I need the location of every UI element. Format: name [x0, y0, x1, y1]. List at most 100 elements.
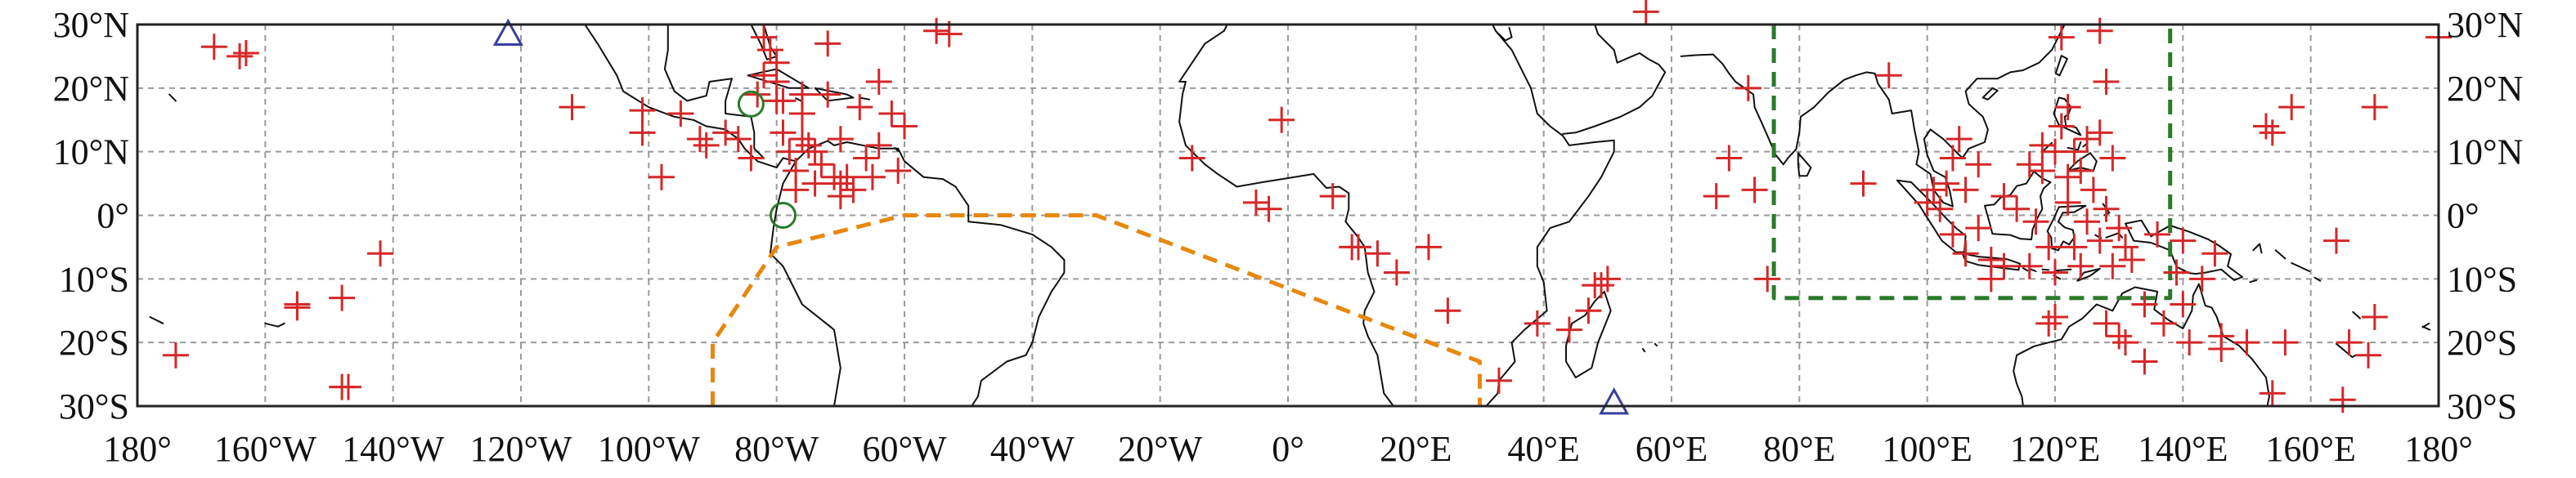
coastline-segment	[264, 322, 285, 328]
coastline-segment	[2249, 279, 2258, 284]
longitude-tick-label: 40°W	[990, 429, 1075, 469]
plus-marker	[284, 294, 311, 321]
plus-marker	[2048, 24, 2075, 51]
axis-tick-labels: 180° 160°W 140°W 120°W 100°W 80°W 60°W 40°W 20°W…	[53, 5, 2524, 469]
plus-marker	[840, 176, 867, 203]
plus-marker	[1952, 240, 1979, 267]
plus-marker	[2042, 304, 2068, 331]
coastline-segment	[2352, 310, 2361, 319]
plus-marker	[1920, 176, 1947, 203]
plus-marker	[846, 94, 873, 121]
plus-marker	[2048, 113, 2075, 140]
plus-marker	[2131, 291, 2158, 318]
plus-marker	[2093, 310, 2120, 337]
latitude-tick-label-left: 20°S	[59, 323, 129, 363]
latitude-tick-label-right: 10°N	[2447, 132, 2523, 172]
plus-marker	[923, 17, 950, 44]
longitude-tick-label: 60°E	[1636, 429, 1708, 469]
plus-marker	[1965, 215, 1992, 242]
coastline-segment	[2054, 55, 2068, 77]
south-american-atlantic-box	[711, 213, 1482, 406]
plus-marker	[2086, 119, 2113, 146]
coastline-segment	[1797, 152, 1812, 177]
plus-marker	[2170, 227, 2197, 254]
plus-marker	[2233, 329, 2260, 356]
coastline-segment	[1680, 24, 2066, 208]
plus-marker	[1754, 266, 1781, 293]
coastline-segment	[1654, 342, 1658, 347]
latitude-tick-label-left: 30°N	[53, 5, 129, 45]
coastline-segment	[584, 24, 841, 407]
plus-marker	[1364, 240, 1391, 267]
longitude-tick-label: 140°W	[342, 429, 445, 469]
plus-marker	[2259, 119, 2286, 146]
coastline-segment	[2313, 276, 2322, 282]
plus-marker	[1952, 176, 1979, 203]
plus-marker	[1850, 170, 1877, 197]
plus-marker	[776, 138, 803, 165]
plus-marker	[1735, 74, 1761, 101]
longitude-tick-label: 180°	[2404, 429, 2473, 469]
coastline-segment	[2053, 268, 2072, 272]
plus-marker	[2074, 126, 2101, 153]
plus-marker	[2099, 145, 2126, 172]
plus-marker	[2144, 221, 2171, 248]
plus-marker	[865, 69, 892, 96]
plus-marker	[756, 37, 783, 64]
plus-marker	[162, 342, 189, 369]
coastline-segment	[663, 24, 765, 159]
plus-marker	[1939, 221, 1966, 248]
coastline-segment	[1178, 121, 1394, 407]
plus-marker	[2061, 234, 2088, 261]
longitude-tick-label: 20°E	[1380, 429, 1452, 469]
coastlines	[149, 24, 2431, 407]
plus-marker	[891, 113, 918, 140]
plus-marker	[770, 119, 797, 146]
triangle-marker	[1599, 387, 1630, 415]
plus-marker	[2054, 163, 2081, 190]
plus-marker	[751, 24, 778, 51]
event-markers	[162, 0, 2452, 415]
latitude-tick-label-right: 30°N	[2447, 5, 2523, 45]
plus-marker	[2201, 240, 2228, 267]
plus-marker	[1875, 62, 1902, 89]
plus-marker	[1415, 234, 1442, 261]
latitude-tick-label-right: 20°S	[2447, 323, 2517, 363]
circle-marker	[769, 202, 797, 229]
plus-marker	[1255, 195, 1282, 222]
plus-marker	[1977, 266, 2004, 293]
coastline-segment	[1981, 87, 1999, 101]
plus-marker	[1242, 189, 1269, 216]
latitude-tick-label-left: 0°	[96, 196, 129, 236]
plus-marker	[795, 132, 822, 159]
coastline-segment	[795, 140, 1066, 407]
triangle-marker	[492, 18, 523, 46]
plus-marker	[2163, 259, 2190, 286]
plus-marker	[1383, 259, 1410, 286]
plus-marker	[329, 284, 356, 311]
plus-marker	[801, 170, 828, 197]
plus-marker	[1939, 145, 1966, 172]
plus-marker	[2252, 113, 2279, 140]
plus-marker	[833, 163, 860, 190]
plus-marker	[367, 240, 394, 267]
plus-marker	[2170, 291, 2197, 318]
coastline-segment	[149, 316, 164, 324]
plus-marker	[2336, 329, 2363, 356]
coastline-segment	[1984, 170, 2052, 241]
plus-marker	[2272, 329, 2299, 356]
coastline-segment	[2421, 322, 2430, 328]
plus-marker	[629, 97, 656, 124]
plus-marker	[2067, 158, 2094, 185]
latitude-tick-label-right: 0°	[2447, 196, 2480, 236]
plus-marker	[2016, 252, 2043, 279]
plus-marker	[751, 62, 778, 89]
coastline-segment	[1498, 26, 1513, 42]
plus-marker	[1632, 0, 1659, 25]
plus-marker	[878, 100, 905, 127]
latitude-tick-label-left: 10°N	[53, 132, 129, 172]
plus-marker	[2035, 234, 2062, 261]
plus-marker	[2355, 342, 2382, 369]
plus-marker	[667, 100, 694, 127]
coastline-segment	[2067, 152, 2098, 172]
